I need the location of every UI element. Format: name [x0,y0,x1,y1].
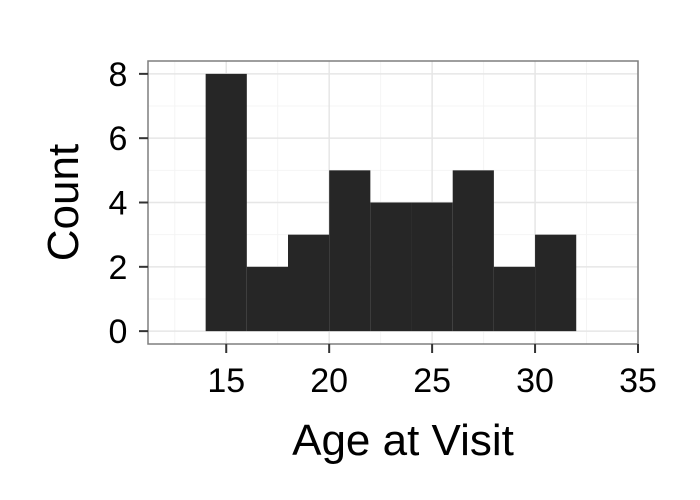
histogram-bar [246,266,288,332]
y-axis-ticks: 0 2 4 6 8 [109,56,148,351]
histogram-bar [493,266,536,332]
histogram-bar [205,73,247,332]
histogram-bars [205,73,577,332]
x-axis-title: Age at Visit [292,416,514,465]
x-tick-label: 35 [619,362,657,400]
histogram-bar [411,202,453,332]
y-tick-label: 4 [109,185,128,223]
x-axis-ticks: 15 20 25 30 35 [207,344,657,400]
x-tick-label: 20 [310,362,348,400]
x-tick-label: 25 [413,362,451,400]
y-tick-label: 6 [109,120,128,158]
histogram-bar [329,170,371,332]
x-tick-label: 15 [207,362,245,400]
histogram-bar [288,234,330,332]
x-tick-label: 30 [516,362,554,400]
histogram-bar [452,170,494,332]
histogram-bar [370,202,412,332]
y-axis-title: Count [39,144,88,261]
histogram-bar [535,234,577,332]
y-tick-label: 8 [109,56,128,94]
y-tick-label: 2 [109,249,128,287]
y-tick-label: 0 [109,313,128,351]
